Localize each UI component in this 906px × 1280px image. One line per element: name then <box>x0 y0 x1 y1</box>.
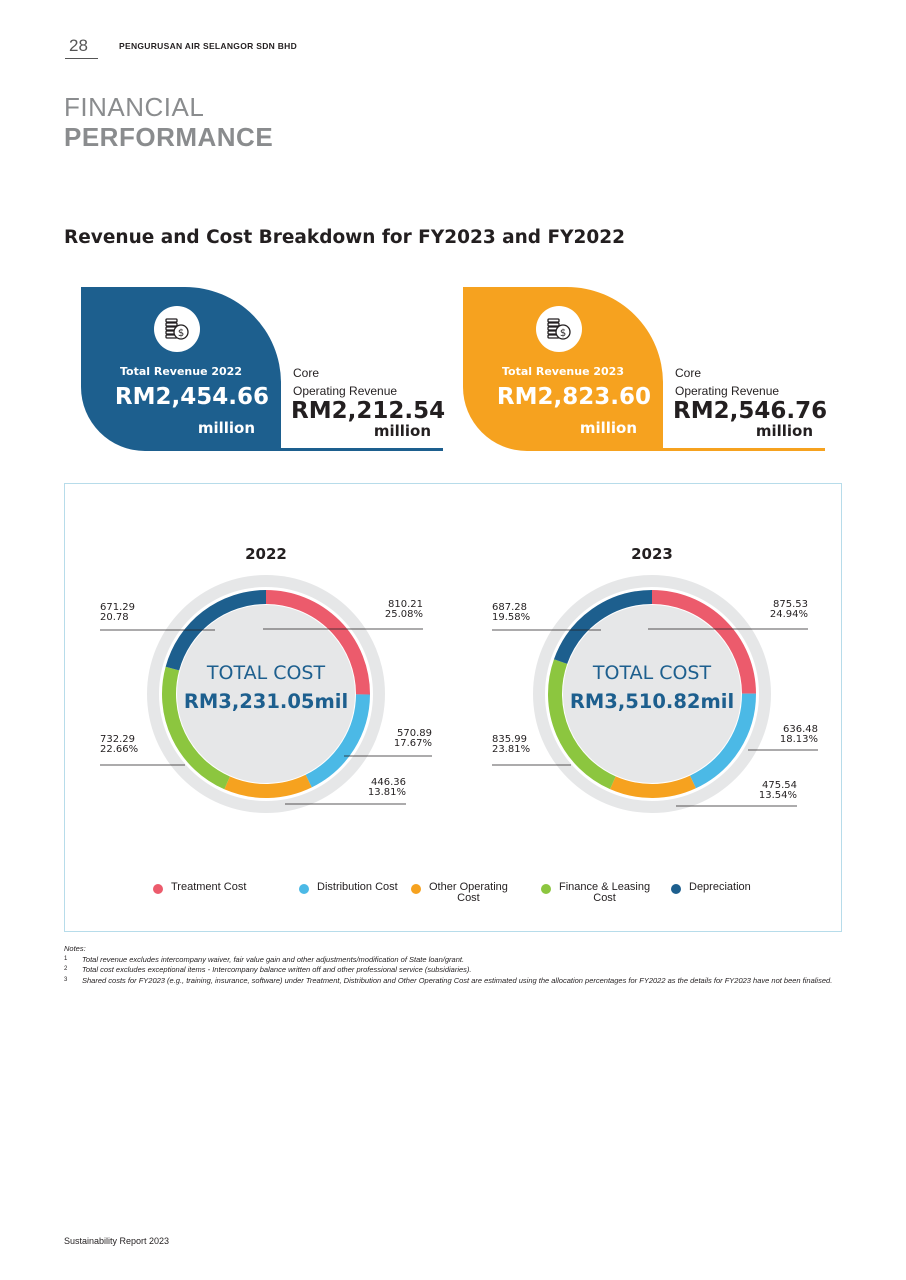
note-text: Total revenue excludes intercompany waiv… <box>82 954 465 964</box>
legend-item: Treatment Cost <box>153 882 246 894</box>
donut-segment <box>305 694 370 788</box>
legend-label: Depreciation <box>689 881 751 893</box>
notes-heading: Notes: <box>64 944 86 953</box>
legend-swatch <box>153 884 163 894</box>
core-underline <box>663 448 825 451</box>
page-number: 28 <box>65 34 98 59</box>
value-label: 875.53 <box>773 599 808 610</box>
legend-item: Finance & Leasing Cost <box>541 882 650 904</box>
chart-title: 2023 <box>631 545 673 563</box>
core-label-line1: Core <box>293 366 320 380</box>
donut-segment <box>165 590 267 671</box>
value-label: 835.99 <box>492 734 527 745</box>
note-number: 1 <box>64 955 68 962</box>
donut-center <box>177 605 355 783</box>
legend-label: Other Operating Cost <box>429 881 508 904</box>
page-title-line1: FINANCIAL <box>64 92 205 122</box>
note-text: Total cost excludes exceptional items - … <box>82 965 472 974</box>
core-label-line2: Operating Revenue <box>675 384 780 398</box>
chart-title: 2022 <box>245 545 287 563</box>
total-revenue-label: Total Revenue 2022 <box>119 365 242 378</box>
notes: Notes: 1 Total revenue excludes intercom… <box>64 944 854 986</box>
legend-label: Distribution Cost <box>317 881 398 893</box>
donut-segment <box>548 659 616 790</box>
percent-label: 19.58% <box>492 612 530 623</box>
total-revenue-label: Total Revenue 2023 <box>501 365 624 378</box>
note-number: 3 <box>64 976 68 983</box>
legend-swatch <box>541 884 551 894</box>
value-label: 475.54 <box>762 780 797 791</box>
value-label: 732.29 <box>100 734 135 745</box>
organization-name: PENGURUSAN AIR SELANGOR SDN BHD <box>119 41 298 51</box>
percent-label: 13.54% <box>759 790 797 801</box>
svg-text:$: $ <box>560 328 566 339</box>
total-revenue-unit: million <box>197 419 255 437</box>
donut-segment <box>224 774 312 798</box>
coins-dollar-icon: $ <box>154 306 200 352</box>
legend-label: Treatment Cost <box>171 881 247 893</box>
legend-item: Depreciation <box>671 882 751 894</box>
value-label: 671.29 <box>100 602 135 613</box>
percent-label: 23.81% <box>492 744 530 755</box>
donut-segment <box>689 693 757 789</box>
core-label-line2: Operating Revenue <box>293 384 398 398</box>
legend-label: Finance & Leasing Cost <box>559 881 651 904</box>
percent-label: 22.66% <box>100 744 138 755</box>
value-label: 570.89 <box>397 728 432 739</box>
legend-swatch <box>299 884 309 894</box>
core-revenue-label: Core Operating Revenue <box>675 364 779 400</box>
core-revenue-value: RM2,546.76 <box>673 398 828 424</box>
total-revenue-value: RM2,454.66 <box>114 384 269 410</box>
donut-segment <box>553 590 653 665</box>
donut-segment <box>651 590 756 694</box>
note-number: 2 <box>64 966 68 972</box>
percent-label: 18.13% <box>780 734 818 745</box>
footer-text: Sustainability Report 2023 <box>64 1236 170 1246</box>
core-revenue-unit: million <box>755 422 813 440</box>
note-item: 1 Total revenue excludes intercompany wa… <box>64 955 854 966</box>
page-title-line2: PERFORMANCE <box>64 122 274 152</box>
core-revenue-value: RM2,212.54 <box>291 398 446 424</box>
total-revenue-unit: million <box>579 419 637 437</box>
legend-swatch <box>411 884 421 894</box>
donut-center <box>563 605 741 783</box>
core-label-line1: Core <box>675 366 702 380</box>
core-underline <box>281 448 443 451</box>
value-label: 446.36 <box>371 777 406 788</box>
value-label: 687.28 <box>492 602 527 613</box>
donut-segment <box>610 775 696 798</box>
center-value: RM3,510.82mil <box>570 690 734 713</box>
section-title: Revenue and Cost Breakdown for FY2023 an… <box>64 227 626 248</box>
legend-item: Other Operating Cost <box>411 882 508 904</box>
percent-label: 24.94% <box>770 609 808 620</box>
percent-label: 20.78 <box>100 612 129 623</box>
value-label: 810.21 <box>388 599 423 610</box>
legend-swatch <box>671 884 681 894</box>
center-value: RM3,231.05mil <box>184 690 348 713</box>
donut-segment <box>265 590 371 695</box>
percent-label: 25.08% <box>385 609 423 620</box>
value-label: 636.48 <box>783 724 818 735</box>
coins-dollar-icon: $ <box>536 306 582 352</box>
center-label: TOTAL COST <box>206 662 326 684</box>
core-revenue-label: Core Operating Revenue <box>293 364 397 400</box>
revenue-card-2023: $ Total Revenue 2023 RM2,823.60 million … <box>463 287 828 451</box>
core-revenue-unit: million <box>373 422 431 440</box>
cost-breakdown-panel: 2022 TOTAL COST RM3,231.05mil 810.21 25.08% 5… <box>64 483 842 932</box>
svg-text:$: $ <box>178 328 184 339</box>
note-item: 3 Shared costs for FY2023 (e.g., trainin… <box>64 976 854 987</box>
donut-segment <box>162 666 231 790</box>
total-revenue-value: RM2,823.60 <box>496 384 651 410</box>
center-label: TOTAL COST <box>592 662 712 684</box>
chart-legend: Treatment Cost Distribution Cost Other Ope… <box>65 882 843 912</box>
percent-label: 17.67% <box>394 738 432 749</box>
note-text: Shared costs for FY2023 (e.g., training,… <box>82 975 833 985</box>
revenue-card-2022: $ Total Revenue 2022 RM2,454.66 million … <box>81 287 446 451</box>
note-item: 2 Total cost excludes exceptional items … <box>64 965 854 976</box>
percent-label: 13.81% <box>368 787 406 798</box>
legend-item: Distribution Cost <box>299 882 398 894</box>
